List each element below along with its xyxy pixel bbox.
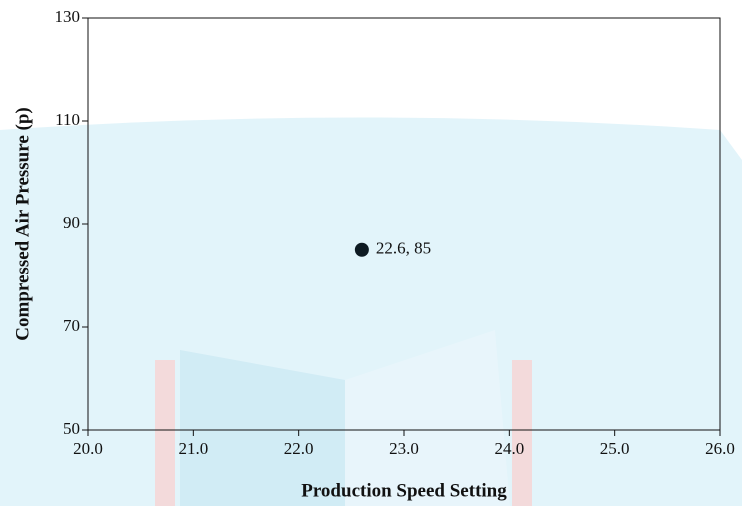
y-tick-label: 130 (55, 7, 81, 26)
y-axis-title: Compressed Air Pressure (p) (12, 107, 33, 340)
data-point (354, 242, 369, 257)
y-tick-label: 90 (63, 213, 80, 232)
x-tick-label: 25.0 (600, 439, 630, 458)
x-axis-title: Production Speed Setting (301, 480, 507, 501)
watermark (0, 117, 742, 506)
y-tick-label: 50 (63, 419, 80, 438)
data-label: 22.6, 85 (376, 239, 431, 258)
x-tick-label: 26.0 (705, 439, 735, 458)
x-tick-label: 23.0 (389, 439, 419, 458)
y-tick-label: 110 (55, 110, 80, 129)
x-tick-label: 24.0 (494, 439, 524, 458)
x-tick-label: 20.0 (73, 439, 103, 458)
x-tick-label: 22.0 (284, 439, 314, 458)
y-tick-label: 70 (63, 316, 80, 335)
x-tick-label: 21.0 (178, 439, 208, 458)
